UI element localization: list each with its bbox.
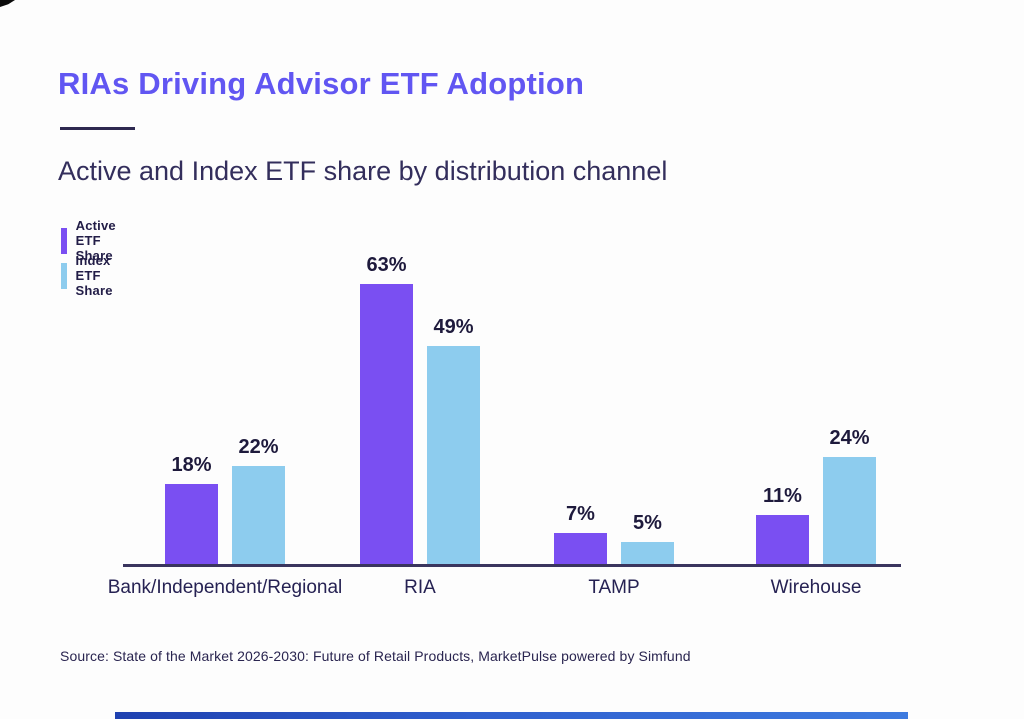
footer-accent-bar bbox=[115, 712, 908, 719]
bar-value-label: 18% bbox=[171, 453, 212, 476]
legend-item-index: Index ETF Share bbox=[61, 253, 120, 298]
bar-value-label: 7% bbox=[566, 502, 595, 525]
bar-index-1 bbox=[427, 345, 480, 564]
bar-active-0 bbox=[165, 483, 218, 564]
title-underline bbox=[60, 127, 135, 130]
bar-index-2 bbox=[621, 541, 674, 564]
bar-value-label: 11% bbox=[763, 485, 802, 508]
x-axis-line bbox=[123, 564, 901, 567]
page-title: RIAs Driving Advisor ETF Adoption bbox=[58, 66, 585, 101]
bar-active-2 bbox=[554, 532, 607, 564]
legend-swatch-index-icon bbox=[61, 262, 67, 289]
category-label: RIA bbox=[404, 577, 436, 598]
bar-value-label: 49% bbox=[433, 315, 474, 338]
chart-subtitle: Active and Index ETF share by distributi… bbox=[58, 156, 668, 186]
bar-value-label: 5% bbox=[633, 511, 662, 534]
corner-mark bbox=[0, 0, 15, 7]
source-note: Source: State of the Market 2026-2030: F… bbox=[60, 648, 691, 664]
legend-label-index: Index ETF Share bbox=[75, 253, 113, 298]
bar-value-label: 63% bbox=[366, 253, 407, 276]
bar-index-3 bbox=[823, 457, 876, 564]
legend-swatch-active-icon bbox=[61, 227, 67, 254]
bar-value-label: 22% bbox=[238, 436, 279, 459]
bar-value-label: 24% bbox=[829, 427, 870, 450]
legend-item-active: Active ETF Share bbox=[61, 218, 123, 263]
category-label: Bank/Independent/Regional bbox=[107, 577, 343, 598]
category-label: Wirehouse bbox=[770, 577, 862, 598]
legend-label-active: Active ETF Share bbox=[75, 218, 116, 263]
bar-index-0 bbox=[232, 466, 285, 564]
category-label: TAMP bbox=[588, 577, 640, 598]
bar-active-1 bbox=[360, 283, 413, 564]
bar-active-3 bbox=[756, 515, 809, 564]
